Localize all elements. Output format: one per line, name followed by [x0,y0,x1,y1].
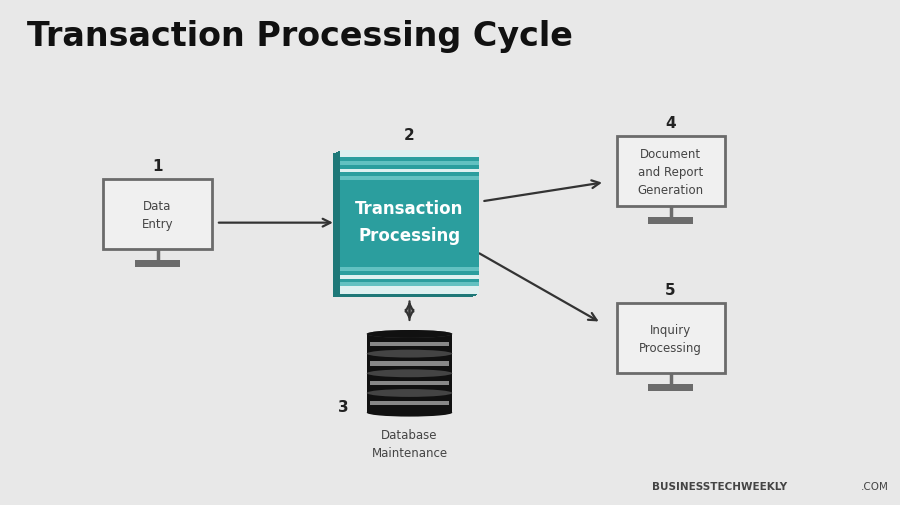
Text: Inquiry
Processing: Inquiry Processing [639,323,702,354]
Ellipse shape [367,330,452,338]
Polygon shape [371,401,449,406]
Polygon shape [371,342,449,346]
Text: 5: 5 [665,282,676,297]
Text: Transaction Processing Cycle: Transaction Processing Cycle [27,20,573,53]
Text: 1: 1 [152,159,163,174]
Ellipse shape [367,330,452,338]
FancyBboxPatch shape [338,151,477,295]
Text: 3: 3 [338,399,349,415]
FancyBboxPatch shape [340,177,479,181]
Polygon shape [371,381,449,386]
FancyBboxPatch shape [104,180,212,249]
Text: Transaction
Processing: Transaction Processing [356,200,464,244]
FancyBboxPatch shape [340,286,479,294]
Ellipse shape [367,350,452,358]
Text: 4: 4 [665,116,676,131]
Polygon shape [367,393,453,413]
Ellipse shape [367,389,452,397]
Text: BUSINESSTECHWEEKLY: BUSINESSTECHWEEKLY [652,481,787,491]
FancyBboxPatch shape [616,304,724,373]
FancyBboxPatch shape [340,283,479,286]
Polygon shape [371,362,449,366]
Polygon shape [367,354,453,374]
FancyBboxPatch shape [340,268,479,271]
Text: 2: 2 [404,128,415,142]
Text: Document
and Report
Generation: Document and Report Generation [637,147,704,196]
Polygon shape [367,334,453,354]
FancyBboxPatch shape [340,275,479,279]
FancyBboxPatch shape [340,162,479,166]
FancyBboxPatch shape [333,154,473,297]
Polygon shape [367,374,453,393]
FancyBboxPatch shape [340,169,479,173]
Ellipse shape [367,370,452,377]
FancyBboxPatch shape [340,150,479,158]
Text: Database
Maintenance: Database Maintenance [372,428,447,459]
FancyBboxPatch shape [340,150,479,294]
Text: Data
Entry: Data Entry [141,199,174,230]
FancyBboxPatch shape [135,261,180,267]
FancyBboxPatch shape [648,384,693,391]
FancyBboxPatch shape [648,218,693,224]
FancyBboxPatch shape [337,152,475,296]
Ellipse shape [367,409,452,417]
FancyBboxPatch shape [616,137,724,207]
Text: .COM: .COM [860,481,888,491]
